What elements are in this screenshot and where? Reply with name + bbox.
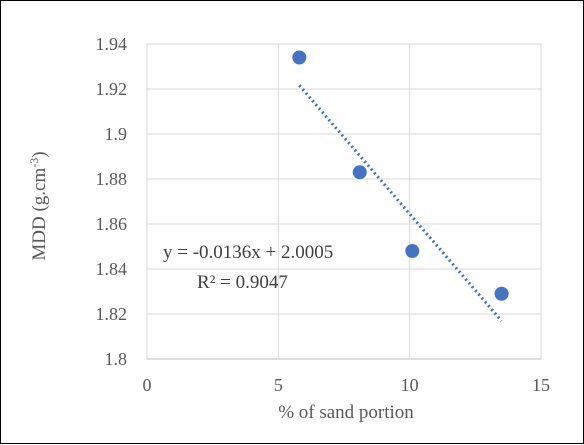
x-tick-label: 10 xyxy=(401,375,419,395)
gridlines xyxy=(146,43,542,360)
y-axis-label-end: ) xyxy=(29,151,50,157)
x-tick-label: 5 xyxy=(274,375,283,395)
y-tick-label: 1.86 xyxy=(96,214,128,234)
x-tick-labels: 0 5 10 15 xyxy=(143,375,551,395)
x-tick-label: 0 xyxy=(143,375,152,395)
y-tick-labels: 1.8 1.82 1.84 1.86 1.88 1.9 1.92 1.94 xyxy=(96,34,128,369)
data-points xyxy=(292,50,509,301)
data-point xyxy=(292,50,307,65)
x-axis-label: % of sand portion xyxy=(278,402,414,423)
trendline-r-squared: R² = 0.9047 xyxy=(197,272,288,293)
trendline-equation: y = -0.0136x + 2.0005 xyxy=(163,242,333,263)
y-axis-label: MDD (g.cm-3) xyxy=(27,151,50,260)
y-tick-label: 1.9 xyxy=(105,124,128,144)
y-tick-label: 1.8 xyxy=(105,349,128,369)
x-tick-label: 15 xyxy=(532,375,550,395)
trendline xyxy=(298,84,503,322)
y-tick-label: 1.94 xyxy=(96,34,128,54)
y-tick-label: 1.84 xyxy=(96,259,128,279)
data-point xyxy=(405,244,420,258)
y-tick-label: 1.88 xyxy=(96,169,128,189)
y-axis-label-superscript: -3 xyxy=(27,158,41,168)
y-tick-label: 1.82 xyxy=(96,304,128,324)
data-point xyxy=(494,286,509,301)
trendline-group xyxy=(298,84,503,322)
y-axis-label-main: MDD (g.cm xyxy=(29,168,50,261)
data-point xyxy=(352,165,367,180)
y-tick-label: 1.92 xyxy=(96,79,128,99)
